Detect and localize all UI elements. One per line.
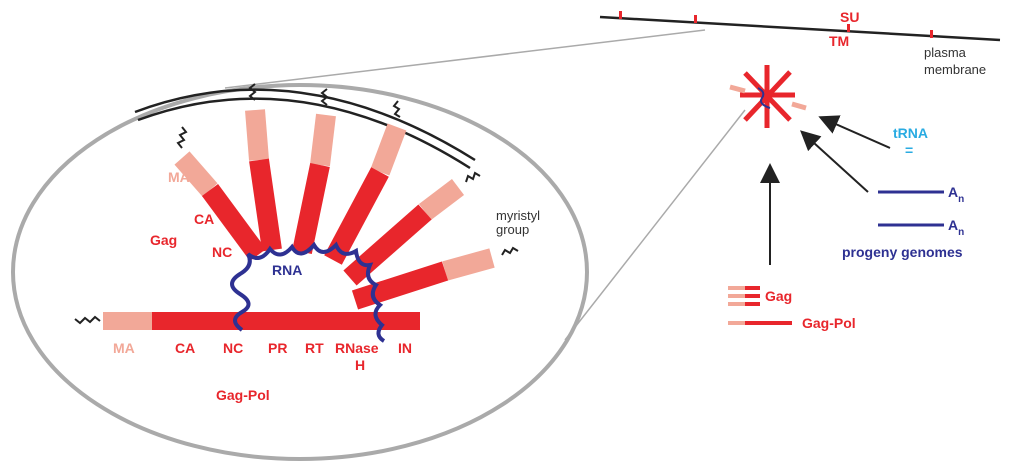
label: MA <box>113 340 135 356</box>
arrows <box>770 118 890 265</box>
label: SU <box>840 9 859 25</box>
label: progeny genomes <box>842 244 963 260</box>
label: plasma <box>924 45 967 60</box>
label: Gag-Pol <box>216 387 270 403</box>
label: An <box>948 184 964 205</box>
label: Gag-Pol <box>802 315 856 331</box>
label: PR <box>268 340 287 356</box>
genomes <box>878 192 944 225</box>
label: Gag <box>150 232 177 248</box>
label: CA <box>175 340 195 356</box>
diagram: MA CA Gag NC RNA myristyl group MA CA NC… <box>0 0 1014 463</box>
gag-rods <box>182 110 492 300</box>
label: An <box>948 217 964 238</box>
label: group <box>496 222 529 237</box>
label: MA <box>168 169 190 185</box>
label: myristyl <box>496 208 540 223</box>
label: NC <box>212 244 232 260</box>
label: membrane <box>924 62 986 77</box>
label: RNase <box>335 340 379 356</box>
label: CA <box>194 211 214 227</box>
zoom-line <box>565 110 745 340</box>
label: RNA <box>272 262 302 278</box>
label: TM <box>829 33 849 49</box>
virion <box>730 65 806 128</box>
label: H <box>355 357 365 373</box>
label: IN <box>398 340 412 356</box>
label: NC <box>223 340 243 356</box>
plasma-membrane <box>600 17 1000 40</box>
label: RT <box>305 340 324 356</box>
label: = <box>905 142 913 158</box>
label: tRNA <box>893 125 928 141</box>
zoom-line <box>225 30 705 88</box>
label: Gag <box>765 288 792 304</box>
